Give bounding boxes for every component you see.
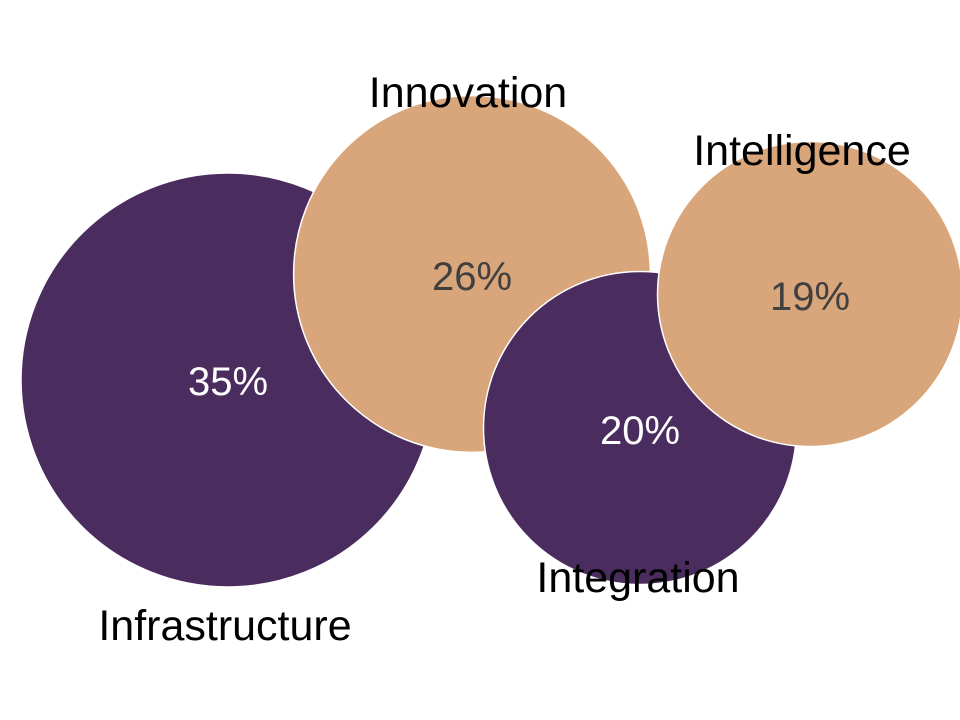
category-labels-layer: Infrastructure Innovation Integration Intel…: [98, 69, 910, 650]
bubble-intelligence: [656, 140, 960, 448]
category-label-innovation: Innovation: [369, 69, 567, 117]
category-label-infrastructure: Infrastructure: [98, 602, 351, 650]
value-label-integration: 20%: [600, 409, 680, 453]
value-labels-layer: 35% 26% 20% 19%: [188, 255, 850, 453]
value-label-intelligence: 19%: [770, 275, 850, 319]
value-label-infrastructure: 35%: [188, 360, 268, 404]
bubbles-layer: [20, 94, 960, 588]
value-label-innovation: 26%: [432, 255, 512, 299]
category-label-integration: Integration: [536, 554, 739, 602]
category-label-intelligence: Intelligence: [693, 127, 911, 175]
